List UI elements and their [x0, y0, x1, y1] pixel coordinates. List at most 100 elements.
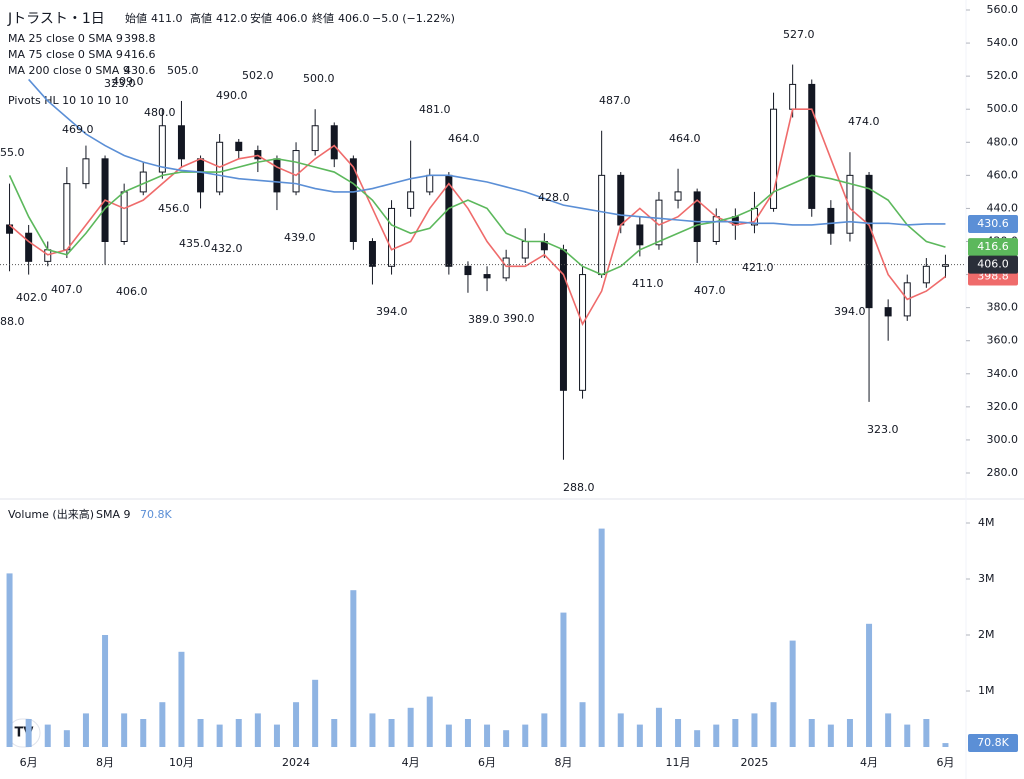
volume-sma-value: 70.8K	[140, 508, 172, 521]
candle-body	[25, 232, 33, 262]
pivot-label: 505.0	[167, 64, 199, 77]
legend-entry: MA 25 close 0 SMA 9	[8, 32, 123, 45]
volume-bar	[44, 724, 51, 747]
candle-body	[158, 125, 166, 173]
pivot-label: 435.0	[179, 237, 211, 250]
candle-body	[789, 83, 797, 110]
y-tick-label: 440.0	[987, 201, 1019, 214]
volume-bar	[121, 713, 128, 747]
volume-badge-label: 70.8K	[977, 736, 1009, 749]
pivot-label: 456.0	[158, 202, 190, 215]
candle-body	[349, 158, 357, 242]
y-tick-label: 320.0	[987, 400, 1019, 413]
candle-body	[808, 83, 816, 209]
candle-body	[330, 125, 338, 160]
candle-body	[483, 274, 491, 279]
y-tick-label: 340.0	[987, 367, 1019, 380]
volume-bar	[713, 724, 720, 747]
pivot-label: 432.0	[211, 242, 243, 255]
candle-body	[197, 158, 205, 193]
tv-logo: TV	[7, 718, 41, 748]
volume-bar	[503, 730, 510, 747]
volume-bar	[273, 724, 280, 747]
volume-bar	[484, 724, 491, 747]
legend-value: 430.6	[124, 64, 156, 77]
x-tick-label: 11月	[666, 756, 691, 769]
volume-bar	[159, 702, 166, 747]
ohlc-value: 406.0	[276, 12, 308, 25]
candle-body	[445, 174, 453, 267]
volume-bar	[331, 719, 338, 747]
volume-title: Volume (出来高)	[8, 507, 94, 521]
pivot-label: 390.0	[503, 312, 535, 325]
volume-bar	[522, 724, 529, 747]
candle-body	[368, 241, 376, 267]
candle-body	[579, 274, 587, 391]
candle-body	[292, 150, 300, 193]
pivot-label: 394.0	[834, 305, 866, 318]
candle-body	[63, 183, 71, 251]
y-tick-label: 4M	[978, 516, 995, 529]
legend-value: 416.6	[124, 48, 156, 61]
volume-sma-name: SMA 9	[96, 508, 131, 521]
candle-body	[598, 174, 606, 276]
pivot-label: 481.0	[419, 103, 451, 116]
y-tick-label: 300.0	[987, 433, 1019, 446]
candle-body	[770, 108, 778, 209]
candle-body	[254, 150, 262, 160]
ma-line	[8, 158, 946, 276]
last-price-label: 406.0	[977, 258, 1009, 271]
x-tick-label: 6月	[936, 756, 954, 769]
pivot-label: 502.0	[242, 69, 274, 82]
x-tick-label: 6月	[478, 756, 496, 769]
volume-bar	[350, 590, 357, 747]
volume-bar	[827, 724, 834, 747]
y-tick-label: 2M	[978, 628, 995, 641]
volume-bar	[254, 713, 261, 747]
y-tick-label: 480.0	[987, 135, 1019, 148]
pivot-label: 464.0	[669, 132, 701, 145]
y-tick-label: 540.0	[987, 36, 1019, 49]
volume-bar	[140, 719, 147, 747]
volume-bar	[6, 573, 13, 747]
x-tick-label: 4月	[860, 756, 878, 769]
candle-body	[884, 307, 892, 317]
ohlc-value: 406.0	[338, 12, 370, 25]
volume-bar	[923, 719, 930, 747]
candle-body	[521, 241, 529, 259]
candle-body	[922, 265, 930, 284]
volume-bar	[464, 719, 471, 747]
pivot-label: 480.0	[144, 106, 176, 119]
candle-body	[120, 191, 128, 242]
candle-body	[693, 191, 701, 242]
pivot-label: 469.0	[62, 123, 94, 136]
pivot-label: 500.0	[303, 72, 335, 85]
volume-bar	[369, 713, 376, 747]
volume-bar	[694, 730, 701, 747]
candle-body	[674, 191, 682, 201]
volume-bar	[235, 719, 242, 747]
pivot-label: 407.0	[51, 283, 83, 296]
candle-body	[426, 174, 434, 193]
ohlc-value: 412.0	[216, 12, 248, 25]
volume-bar	[426, 696, 433, 747]
candle-body	[388, 207, 396, 267]
pivot-label: 406.0	[116, 285, 148, 298]
y-tick-label: 1M	[978, 684, 995, 697]
price-badge-label: 416.6	[977, 240, 1009, 253]
volume-bar	[789, 640, 796, 747]
volume-bar	[617, 713, 624, 747]
pivot-label: 389.0	[468, 313, 500, 326]
candle-body	[82, 158, 90, 185]
volume-bar	[541, 713, 548, 747]
y-tick-label: 360.0	[987, 334, 1019, 347]
x-tick-label: 4月	[402, 756, 420, 769]
legend-entry: MA 200 close 0 SMA 9	[8, 64, 130, 77]
y-tick-label: 500.0	[987, 102, 1019, 115]
pivot-label: 323.0	[867, 423, 899, 436]
volume-bar	[770, 702, 777, 747]
volume-bar	[598, 528, 605, 747]
pivot-label: 487.0	[599, 94, 631, 107]
candle-body	[44, 249, 52, 262]
